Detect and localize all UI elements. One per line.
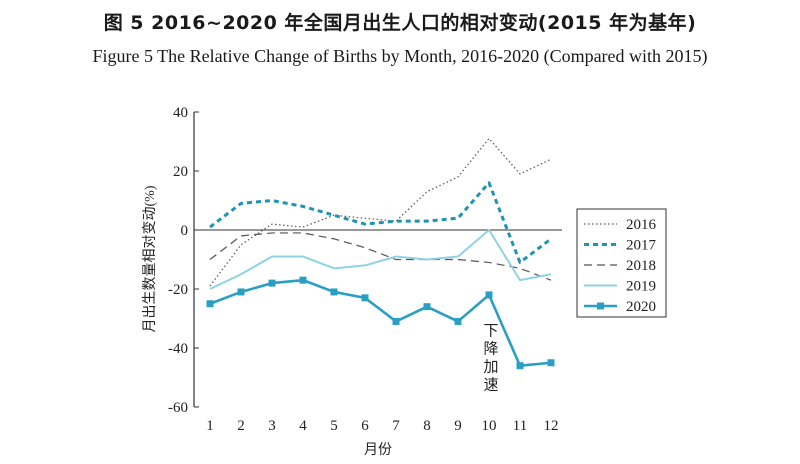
x-tick-label: 6: [361, 418, 369, 434]
data-point-2020: [268, 279, 276, 287]
y-tick-label: -20: [168, 282, 188, 298]
series-line-2020: [209, 278, 552, 368]
x-tick-label: 9: [454, 418, 462, 434]
x-tick-label: 10: [482, 418, 497, 434]
y-axis-label: 月出生数量相对变动(%): [142, 185, 158, 332]
series-line-2017: [209, 181, 552, 264]
chart-title-en: Figure 5 The Relative Change of Births b…: [92, 46, 708, 66]
data-point-2020: [454, 317, 462, 325]
data-point-2020: [299, 276, 307, 284]
x-tick-label: 3: [268, 418, 276, 434]
data-point-2020: [361, 294, 369, 302]
x-axis-label: 月份: [364, 442, 392, 458]
legend-label-2020: 2020: [626, 299, 656, 315]
x-tick-label: 2: [237, 418, 245, 434]
annotation-char: 加: [483, 358, 498, 375]
y-tick-label: 20: [173, 164, 188, 180]
annotation-char: 下: [483, 323, 498, 339]
y-tick-label: -60: [168, 400, 188, 416]
chart-title-cn: 图 5 2016~2020 年全国月出生人口的相对变动(2015 年为基年): [103, 12, 697, 34]
annotation-char: 降: [483, 340, 498, 357]
x-tick-label: 4: [299, 418, 307, 434]
legend-box: [576, 208, 667, 318]
y-tick-label: 0: [181, 223, 189, 239]
x-tick-label: 7: [392, 418, 400, 434]
data-point-2020: [516, 362, 524, 370]
y-tick-label: 40: [173, 105, 188, 121]
x-tick-label: 5: [330, 418, 338, 434]
x-tick-label: 12: [544, 418, 559, 434]
data-point-2020: [392, 317, 400, 325]
legend-label-2018: 2018: [626, 258, 656, 274]
legend-marker-2020: [597, 302, 604, 310]
data-point-2020: [423, 303, 431, 311]
x-tick-label: 11: [513, 418, 527, 434]
legend-label-2017: 2017: [626, 238, 657, 254]
data-point-2020: [330, 288, 338, 296]
data-point-2020: [485, 291, 493, 299]
series-line-2019: [209, 229, 552, 290]
annotation-char: 速: [483, 376, 498, 393]
y-tick-label: -40: [168, 341, 188, 357]
legend-label-2016: 2016: [626, 217, 657, 233]
data-point-2020: [206, 300, 214, 308]
x-tick-label: 1: [206, 418, 214, 434]
data-point-2020: [237, 288, 245, 296]
x-tick-label: 8: [423, 418, 431, 434]
data-point-2020: [547, 359, 555, 367]
series-line-2018: [209, 232, 552, 281]
legend-label-2019: 2019: [626, 279, 656, 295]
